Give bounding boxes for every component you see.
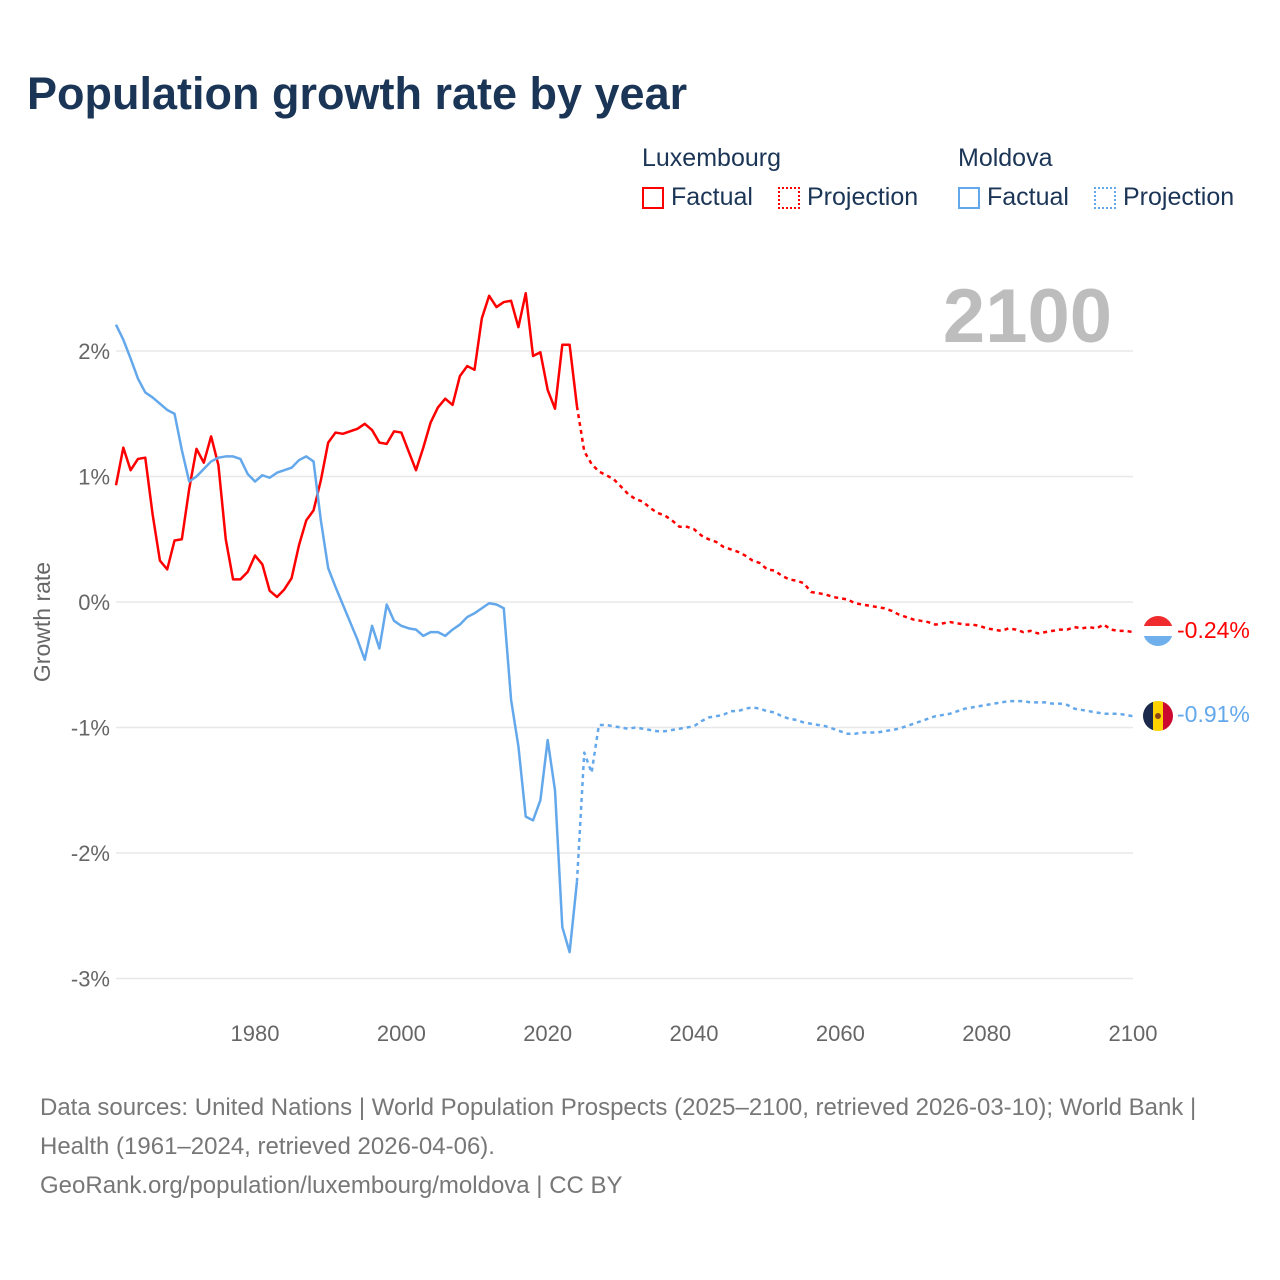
moldova-flag-icon bbox=[1143, 701, 1173, 731]
luxembourg-end-label: -0.24% bbox=[1177, 617, 1250, 643]
source-link[interactable]: GeoRank.org/population/luxembourg/moldov… bbox=[40, 1172, 623, 1199]
solid-swatch-icon bbox=[642, 186, 664, 209]
moldova-factual-line bbox=[114, 324, 579, 954]
y-tick-label: -2% bbox=[71, 841, 110, 866]
legend-item-factual[interactable]: Factual bbox=[642, 183, 753, 212]
x-tick-label: 1980 bbox=[231, 1021, 280, 1046]
solid-swatch-icon bbox=[958, 186, 980, 209]
x-tick-label: 2040 bbox=[670, 1021, 719, 1046]
x-tick-label: 2060 bbox=[816, 1021, 865, 1046]
dotted-swatch-icon bbox=[1093, 186, 1116, 209]
year-display: 2100 bbox=[943, 274, 1112, 359]
page-title: Population growth rate by year bbox=[27, 68, 688, 119]
y-tick-label: 2% bbox=[78, 339, 110, 364]
legend-item-projection[interactable]: Projection bbox=[1093, 183, 1235, 212]
moldova-end-label: -0.91% bbox=[1177, 701, 1250, 727]
footer: Data sources: United Nations | World Pop… bbox=[40, 1088, 1240, 1205]
y-tick-label: 1% bbox=[78, 465, 110, 490]
moldova-projection-line bbox=[575, 699, 1134, 882]
y-tick-label: -1% bbox=[71, 716, 110, 741]
legend-moldova: Moldova Factual Projection bbox=[958, 144, 1252, 212]
legend-label: Factual bbox=[671, 183, 753, 211]
y-axis-label: Growth rate bbox=[29, 562, 55, 682]
legend-label: Projection bbox=[806, 183, 919, 211]
legend-label: Projection bbox=[1122, 183, 1235, 211]
legend-item-projection[interactable]: Projection bbox=[777, 183, 919, 212]
legend-label: Factual bbox=[987, 183, 1069, 211]
legend-luxembourg: Luxembourg Factual Projection bbox=[642, 144, 936, 212]
x-tick-label: 2100 bbox=[1109, 1021, 1158, 1046]
legend-item-factual[interactable]: Factual bbox=[958, 183, 1069, 212]
legend-group-title: Luxembourg bbox=[642, 144, 781, 172]
x-tick-label: 2080 bbox=[962, 1021, 1011, 1046]
legend-group-title: Moldova bbox=[958, 144, 1053, 172]
y-tick-label: 0% bbox=[78, 590, 110, 615]
luxembourg-factual-line bbox=[114, 292, 579, 599]
x-tick-label: 2000 bbox=[377, 1021, 426, 1046]
y-tick-label: -3% bbox=[71, 967, 110, 992]
dotted-swatch-icon bbox=[777, 186, 800, 209]
luxembourg-projection-line bbox=[575, 406, 1134, 635]
luxembourg-flag-icon bbox=[1143, 616, 1173, 646]
x-tick-label: 2020 bbox=[523, 1021, 572, 1046]
data-sources: Data sources: United Nations | World Pop… bbox=[40, 1094, 1197, 1160]
